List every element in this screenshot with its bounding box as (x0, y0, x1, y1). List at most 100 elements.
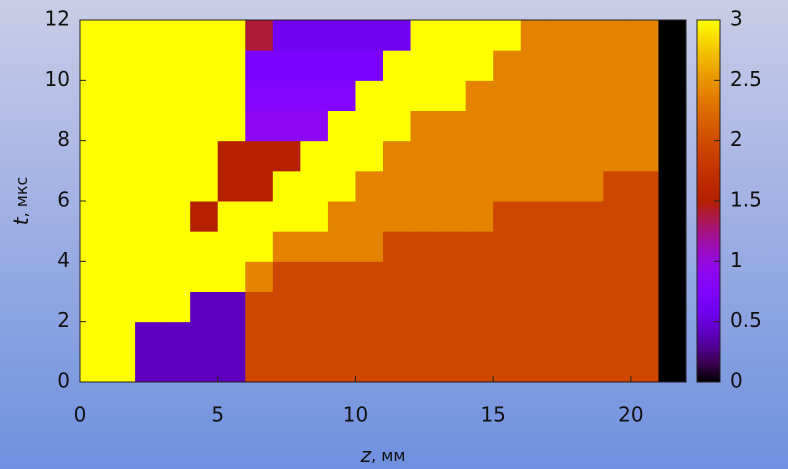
heat-cell (575, 351, 604, 383)
heat-cell (355, 201, 384, 232)
heat-cell (217, 261, 246, 292)
heat-cell (658, 50, 687, 81)
heat-cell (162, 201, 191, 232)
heat-cell (438, 231, 467, 262)
heat-cell (272, 201, 301, 232)
heat-cell (438, 261, 467, 292)
x-label-symbol: z (360, 443, 372, 467)
heat-cell (410, 291, 439, 323)
heat-cell (107, 140, 136, 172)
heat-cell (548, 231, 577, 262)
heat-cell (465, 201, 494, 232)
heat-cell (107, 80, 136, 111)
heat-cell (603, 110, 632, 142)
heat-cell (245, 201, 274, 232)
heat-cell (383, 351, 412, 383)
heat-cell (327, 321, 356, 353)
heat-cell (410, 80, 439, 111)
heat-cell (548, 170, 577, 202)
heat-cell (300, 170, 329, 202)
heat-cell (383, 201, 412, 232)
y-tick-label: 6 (57, 188, 70, 212)
heat-cell (603, 50, 632, 81)
heat-cell (438, 80, 467, 111)
heat-cell (465, 170, 494, 202)
heat-cell (190, 50, 219, 81)
heat-cell (493, 201, 522, 232)
heat-cell (80, 201, 109, 232)
heat-cell (162, 261, 191, 292)
heat-cell (383, 291, 412, 323)
heat-cell (438, 140, 467, 172)
heat-cell (658, 170, 687, 202)
heat-cell (603, 20, 632, 51)
heat-cell (548, 291, 577, 323)
x-tick-label: 0 (74, 403, 87, 427)
heat-cell (520, 261, 549, 292)
heat-cell (603, 201, 632, 232)
heat-cell (272, 321, 301, 353)
heat-cell (327, 20, 356, 51)
heat-cell (493, 321, 522, 353)
heat-cell (465, 80, 494, 111)
heat-cell (162, 351, 191, 383)
heat-cell (135, 321, 164, 353)
heat-cell (465, 110, 494, 142)
heat-cell (548, 80, 577, 111)
heat-cell (355, 20, 384, 51)
heat-cell (603, 261, 632, 292)
heat-cell (162, 50, 191, 81)
heat-cell (135, 170, 164, 202)
heat-cell (548, 261, 577, 292)
heat-cell (107, 170, 136, 202)
heat-cell (465, 140, 494, 172)
heat-cell (493, 351, 522, 383)
heat-cell (245, 231, 274, 262)
heat-cell (217, 80, 246, 111)
heat-cell (300, 20, 329, 51)
heat-cell (190, 261, 219, 292)
heat-cell (162, 20, 191, 51)
heat-cell (520, 140, 549, 172)
heat-cell (493, 170, 522, 202)
heat-cell (575, 291, 604, 323)
heat-cell (162, 231, 191, 262)
heat-cell (300, 351, 329, 383)
heat-cell (548, 321, 577, 353)
heat-cell (383, 261, 412, 292)
heat-cell (300, 110, 329, 142)
heat-cell (217, 201, 246, 232)
heat-cell (603, 291, 632, 323)
heat-cell (107, 321, 136, 353)
heat-cell (493, 140, 522, 172)
heat-cell (217, 231, 246, 262)
heat-cell (493, 110, 522, 142)
heat-cell (162, 291, 191, 323)
heat-cell (327, 291, 356, 323)
heat-cell (162, 140, 191, 172)
y-tick-label: 0 (57, 369, 70, 393)
heat-cell (520, 291, 549, 323)
heat-cell (548, 20, 577, 51)
heat-cell (300, 50, 329, 81)
heat-cell (410, 261, 439, 292)
heat-cell (355, 140, 384, 172)
heat-cell (658, 261, 687, 292)
heat-cell (355, 170, 384, 202)
heat-cell (190, 110, 219, 142)
heat-cell (135, 201, 164, 232)
x-label-unit: , мм (371, 446, 405, 465)
heat-cell (658, 110, 687, 142)
heat-cell (80, 261, 109, 292)
y-tick-label: 2 (57, 308, 70, 332)
heat-cell (107, 291, 136, 323)
heat-cell (383, 321, 412, 353)
heat-cell (658, 291, 687, 323)
heat-cell (520, 20, 549, 51)
heat-cell (658, 201, 687, 232)
heat-cell (272, 20, 301, 51)
heat-cell (327, 140, 356, 172)
heat-cell (80, 20, 109, 51)
heat-cell (80, 231, 109, 262)
heat-cell (80, 80, 109, 111)
